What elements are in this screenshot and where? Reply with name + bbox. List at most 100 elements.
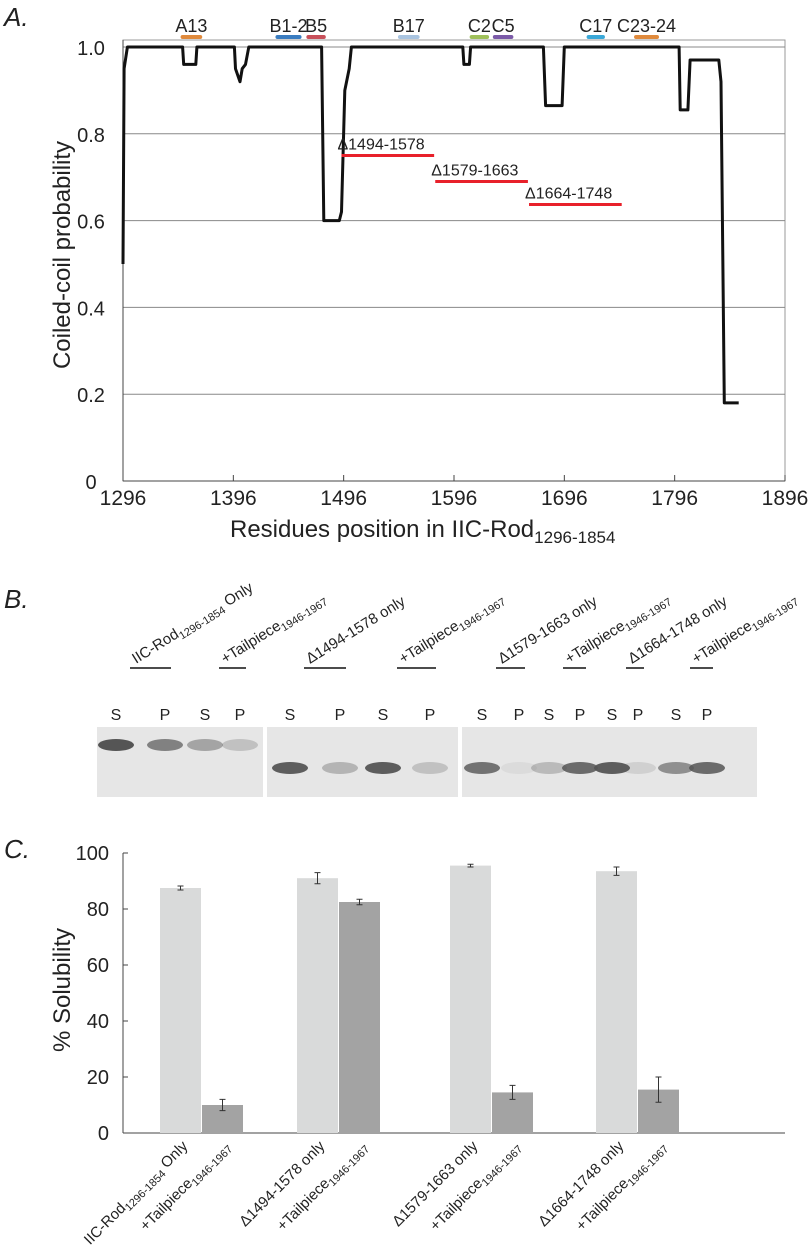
deletion-label: Δ1494-1578	[337, 137, 424, 154]
y-tick-label: 0.8	[77, 125, 105, 147]
y-tick-label: 0.2	[77, 385, 105, 407]
fraction-label: S	[111, 707, 122, 724]
domain-label: C5	[492, 16, 515, 36]
x-tick-label: 1396	[210, 487, 257, 510]
domain-label: C23-24	[617, 16, 676, 36]
y-tick-label: 0.6	[77, 212, 105, 234]
domain-label: B5	[305, 16, 327, 36]
fraction-label: S	[477, 707, 488, 724]
x-tick-label: 1796	[651, 487, 698, 510]
domain-label: C17	[579, 16, 612, 36]
y-axis-label: Coiled-coil probability	[49, 141, 76, 369]
y-tick-label: 60	[87, 955, 109, 977]
x-tick-label: 1596	[431, 487, 478, 510]
deletion-label: Δ1579-1663	[431, 163, 518, 180]
fraction-label: S	[285, 707, 296, 724]
lane-label-part: +Tailpiece	[218, 617, 284, 667]
fraction-label: P	[702, 707, 713, 724]
gel-band	[322, 762, 358, 774]
coiled-coil-line	[121, 45, 739, 405]
x-axis-label: Residues position in IIC-Rod1296-1854	[230, 516, 615, 547]
gel-band	[464, 762, 500, 774]
gel-band	[689, 762, 725, 774]
gel-band	[501, 762, 537, 774]
error-bar	[219, 1098, 226, 1112]
x-tick-label: 1496	[320, 487, 367, 510]
bar	[160, 888, 201, 1133]
fraction-label: S	[200, 707, 211, 724]
y-tick-label: 1.0	[77, 38, 105, 60]
fraction-label: P	[575, 707, 586, 724]
gel-band	[222, 739, 258, 751]
domain-label: A13	[175, 16, 207, 36]
lane-label-part: +Tailpiece	[396, 617, 462, 667]
x-tick-label-part: 1946-1967	[327, 1143, 373, 1189]
panel-label: A.	[2, 2, 29, 32]
y-tick-label: 100	[76, 843, 109, 865]
fraction-label: P	[335, 707, 346, 724]
y-tick-label: 0	[98, 1123, 109, 1145]
error-bar	[655, 1076, 662, 1103]
fraction-label: P	[235, 707, 246, 724]
lane-label-part: 1946-1967	[750, 596, 801, 634]
x-tick-label: 1696	[541, 487, 588, 510]
y-axis-label: % Solubility	[49, 928, 76, 1052]
lane-label-part: 1946-1967	[279, 596, 330, 634]
error-bar	[613, 866, 620, 876]
y-tick-label: 0.4	[77, 298, 105, 320]
fraction-label: S	[671, 707, 682, 724]
panel-label: B.	[4, 584, 29, 614]
bar	[297, 878, 338, 1133]
gel-separator	[458, 727, 462, 797]
y-tick-label: 80	[87, 899, 109, 921]
fraction-label: P	[514, 707, 525, 724]
gel-band	[658, 762, 694, 774]
panel-label: C.	[4, 834, 30, 864]
gel-band	[187, 739, 223, 751]
bar	[450, 865, 491, 1133]
domain-label: C2	[468, 16, 491, 36]
x-tick-label-part: Only	[155, 1137, 192, 1174]
error-bar	[314, 872, 321, 885]
lane-label-part: 1946-1967	[457, 596, 508, 634]
error-bar	[356, 898, 363, 906]
lane-label: +Tailpiece1946-1967	[396, 590, 508, 670]
x-axis-label-part: Residues position in IIC-Rod	[230, 516, 534, 543]
gel-band	[531, 762, 567, 774]
fraction-label: S	[544, 707, 555, 724]
gel-band	[147, 739, 183, 751]
domain-label: B1-2	[269, 16, 307, 36]
gel-band	[412, 762, 448, 774]
y-tick-label: 0	[85, 472, 96, 494]
gel-band	[594, 762, 630, 774]
x-tick-label-part: 1946-1967	[480, 1143, 526, 1189]
error-bar	[467, 863, 474, 868]
error-bar	[177, 885, 184, 891]
bar	[596, 871, 637, 1133]
lane-label-part: 1296-1854	[177, 604, 228, 642]
x-tick-label-part: IIC-Rod	[81, 1200, 130, 1247]
x-tick-label: 1896	[762, 487, 809, 510]
gel-background	[97, 727, 757, 797]
gel-band	[365, 762, 401, 774]
deletion-label: Δ1664-1748	[525, 186, 612, 203]
gel-band	[98, 739, 134, 751]
fraction-label: P	[425, 707, 436, 724]
x-tick-label-part: 1946-1967	[190, 1143, 236, 1189]
domain-label: B17	[393, 16, 425, 36]
lane-label-part: Only	[218, 579, 257, 612]
gel-separator	[263, 727, 267, 797]
plot-frame	[122, 39, 786, 482]
x-tick-label-part: 1946-1967	[626, 1143, 672, 1189]
gel-band	[562, 762, 598, 774]
gel-band	[272, 762, 308, 774]
fraction-label: P	[633, 707, 644, 724]
lane-label-part: IIC-Rod	[129, 626, 182, 668]
y-tick-label: 40	[87, 1011, 109, 1033]
bar	[339, 902, 380, 1133]
fraction-label: P	[160, 707, 171, 724]
fraction-label: S	[378, 707, 389, 724]
x-tick-label: 1296	[100, 487, 147, 510]
